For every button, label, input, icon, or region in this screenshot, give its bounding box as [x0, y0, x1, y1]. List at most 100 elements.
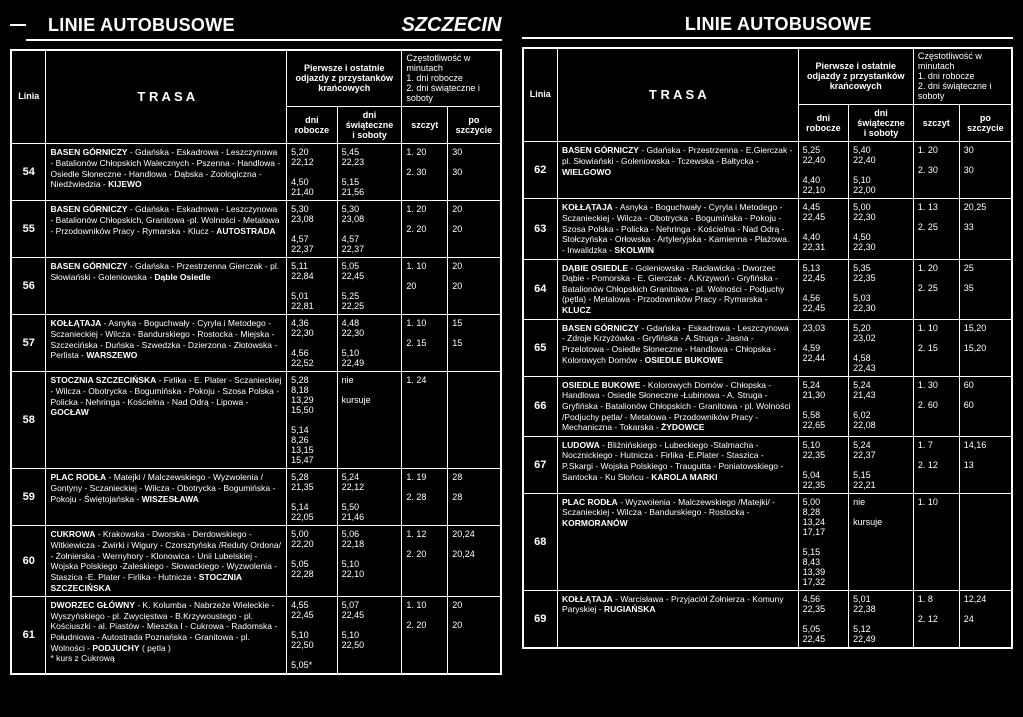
trasa-cell: CUKROWA - Krakowska - Dworska - Derdowsk… — [46, 526, 287, 597]
robocze-cell: 5,00 8,28 13,24 17,17 5,15 8,43 13,39 17… — [798, 493, 848, 590]
table-row: 58STOCZNIA SZCZECIŃSKA - Firlika - E. Pl… — [11, 372, 501, 469]
swiat-cell: 5,07 22,45 5,10 22,50 — [337, 597, 402, 675]
linia-cell: 65 — [523, 319, 558, 376]
linia-cell: 63 — [523, 199, 558, 259]
szczyt-cell: 1. 10 2. 20 — [402, 597, 448, 675]
linia-cell: 61 — [11, 597, 46, 675]
schedule-table-left: Linia T R A S A Pierwsze i ostatnie odja… — [10, 49, 502, 675]
linia-cell: 64 — [523, 259, 558, 319]
trasa-cell: BASEN GÓRNICZY - Gdańska - Przestrzenna … — [557, 142, 798, 199]
col-frequency: Częstotliwość w minutach 1. dni robocze … — [402, 50, 501, 107]
robocze-cell: 5,30 23,08 4,57 22,37 — [287, 201, 337, 258]
linia-cell: 59 — [11, 469, 46, 526]
trasa-cell: KOŁŁĄTAJA - Asnyka - Boguchwały - Cyryla… — [46, 315, 287, 372]
col-departures: Pierwsze i ostatnie odjazdy z przystankó… — [287, 50, 402, 107]
table-row: 57KOŁŁĄTAJA - Asnyka - Boguchwały - Cyry… — [11, 315, 501, 372]
swiat-cell: 5,45 22,23 5,15 21,56 — [337, 144, 402, 201]
col-departures: Pierwsze i ostatnie odjazdy z przystankó… — [798, 48, 913, 105]
trasa-cell: BASEN GÓRNICZY - Gdańska - Eskadrowa - L… — [46, 201, 287, 258]
table-row: 68PLAC RODŁA - Wyzwolenia - Malczewskieg… — [523, 493, 1013, 590]
swiat-cell: 5,20 23,02 4,58 22,43 — [849, 319, 914, 376]
szczyt-cell: 1. 10 — [913, 493, 959, 590]
robocze-cell: 5,28 8,18 13,29 15,50 5,14 8,26 13,15 15… — [287, 372, 337, 469]
linia-cell: 58 — [11, 372, 46, 469]
linia-cell: 57 — [11, 315, 46, 372]
table-row: 67LUDOWA - Bliźnińskiego - Lubeckiego -S… — [523, 436, 1013, 493]
robocze-cell: 4,55 22,45 5,10 22,50 5,05* — [287, 597, 337, 675]
swiat-cell: 5,24 22,12 5,50 21,46 — [337, 469, 402, 526]
swiat-cell: 5,06 22,18 5,10 22,10 — [337, 526, 402, 597]
szczyt-cell: 1. 10 20 — [402, 258, 448, 315]
szczyt-cell: 1. 8 2. 12 — [913, 590, 959, 648]
robocze-cell: 4,45 22,45 4,40 22,31 — [798, 199, 848, 259]
col-swiat: dni świąteczne i soboty — [337, 107, 402, 144]
swiat-cell: nie kursuje — [337, 372, 402, 469]
table-row: 65BASEN GÓRNICZY - Gdańska - Eskadrowa -… — [523, 319, 1013, 376]
po-szczycie-cell: 14,16 13 — [959, 436, 1012, 493]
swiat-cell: 5,40 22,40 5,10 22,00 — [849, 142, 914, 199]
col-swiat: dni świąteczne i soboty — [849, 105, 914, 142]
linia-cell: 54 — [11, 144, 46, 201]
szczyt-cell: 1. 7 2. 12 — [913, 436, 959, 493]
col-linia: Linia — [11, 50, 46, 144]
city-label: SZCZECIN — [402, 14, 502, 37]
linia-cell: 56 — [11, 258, 46, 315]
po-szczycie-cell: 28 28 — [448, 469, 501, 526]
swiat-cell: nie kursuje — [849, 493, 914, 590]
table-row: 69KOŁŁĄTAJA - Warcisława - Przyjaciół Żo… — [523, 590, 1013, 648]
szczyt-cell: 1. 10 2. 15 — [402, 315, 448, 372]
trasa-cell: KOŁŁĄTAJA - Warcisława - Przyjaciół Żołn… — [557, 590, 798, 648]
col-trasa: T R A S A — [46, 50, 287, 144]
table-row: 59PLAC RODŁA - Matejki / Malczewskiego -… — [11, 469, 501, 526]
trasa-cell: DĄBIE OSIEDLE - Goleniowska - Racławicka… — [557, 259, 798, 319]
swiat-cell: 4,48 22,30 5,10 22,49 — [337, 315, 402, 372]
szczyt-cell: 1. 30 2. 60 — [913, 376, 959, 436]
trasa-cell: BASEN GÓRNICZY - Gdańska - Eskadrowa - L… — [46, 144, 287, 201]
trasa-cell: STOCZNIA SZCZECIŃSKA - Firlika - E. Plat… — [46, 372, 287, 469]
robocze-cell: 5,13 22,45 4,56 22,45 — [798, 259, 848, 319]
swiat-cell: 5,30 23,08 4,57 22,37 — [337, 201, 402, 258]
szczyt-cell: 1. 10 2. 15 — [913, 319, 959, 376]
po-szczycie-cell: 15 15 — [448, 315, 501, 372]
trasa-cell: BASEN GÓRNICZY - Gdańska - Przestrzenna … — [46, 258, 287, 315]
robocze-cell: 5,28 21,35 5,14 22,05 — [287, 469, 337, 526]
swiat-cell: 5,24 22,37 5,15 22,21 — [849, 436, 914, 493]
po-szczycie-cell — [959, 493, 1012, 590]
table-row: 54BASEN GÓRNICZY - Gdańska - Eskadrowa -… — [11, 144, 501, 201]
swiat-cell: 5,35 22,35 5,03 22,30 — [849, 259, 914, 319]
swiat-cell: 5,00 22,30 4,50 22,30 — [849, 199, 914, 259]
po-szczycie-cell: 25 35 — [959, 259, 1012, 319]
linia-cell: 67 — [523, 436, 558, 493]
col-robocze: dni robocze — [798, 105, 848, 142]
szczyt-cell: 1. 24 — [402, 372, 448, 469]
robocze-cell: 5,10 22,35 5,04 22,35 — [798, 436, 848, 493]
col-szczyt: szczyt — [402, 107, 448, 144]
po-szczycie-cell: 30 30 — [448, 144, 501, 201]
table-row: 55BASEN GÓRNICZY - Gdańska - Eskadrowa -… — [11, 201, 501, 258]
szczyt-cell: 1. 19 2. 28 — [402, 469, 448, 526]
trasa-cell: KOŁŁĄTAJA - Asnyka - Boguchwały - Cyryla… — [557, 199, 798, 259]
swiat-cell: 5,05 22,45 5,25 22,25 — [337, 258, 402, 315]
col-szczyt: szczyt — [913, 105, 959, 142]
szczyt-cell: 1. 20 2. 25 — [913, 259, 959, 319]
table-row: 63KOŁŁĄTAJA - Asnyka - Boguchwały - Cyry… — [523, 199, 1013, 259]
table-row: 56BASEN GÓRNICZY - Gdańska - Przestrzenn… — [11, 258, 501, 315]
linia-cell: 69 — [523, 590, 558, 648]
table-row: 60CUKROWA - Krakowska - Dworska - Derdow… — [11, 526, 501, 597]
po-szczycie-cell — [448, 372, 501, 469]
po-szczycie-cell: 60 60 — [959, 376, 1012, 436]
col-trasa: T R A S A — [557, 48, 798, 142]
robocze-cell: 5,25 22,40 4,40 22,10 — [798, 142, 848, 199]
schedule-table-right: Linia T R A S A Pierwsze i ostatnie odja… — [522, 47, 1014, 649]
trasa-cell: OSIEDLE BUKOWE - Kolorowych Domów - Chło… — [557, 376, 798, 436]
linia-cell: 62 — [523, 142, 558, 199]
table-row: 64DĄBIE OSIEDLE - Goleniowska - Racławic… — [523, 259, 1013, 319]
col-po: po szczycie — [448, 107, 501, 144]
trasa-cell: PLAC RODŁA - Matejki / Malczewskiego - W… — [46, 469, 287, 526]
col-frequency: Częstotliwość w minutach 1. dni robocze … — [913, 48, 1012, 105]
trasa-cell: LUDOWA - Bliźnińskiego - Lubeckiego -Sta… — [557, 436, 798, 493]
col-robocze: dni robocze — [287, 107, 337, 144]
swiat-cell: 5,24 21,43 6,02 22,08 — [849, 376, 914, 436]
trasa-cell: PLAC RODŁA - Wyzwolenia - Malczewskiego … — [557, 493, 798, 590]
po-szczycie-cell: 20,25 33 — [959, 199, 1012, 259]
